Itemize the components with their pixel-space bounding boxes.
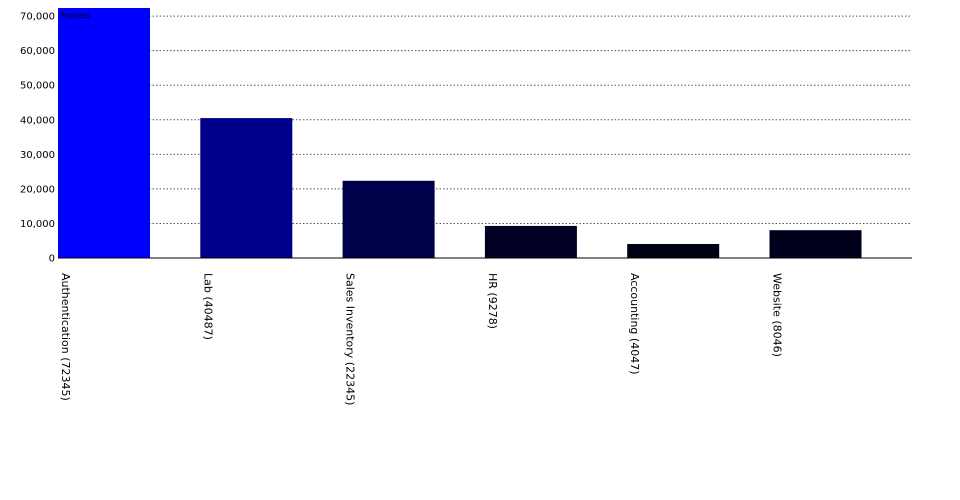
bar[interactable] [342, 180, 435, 258]
x-category-label: Website (8046) [771, 273, 784, 357]
bar[interactable] [200, 118, 293, 258]
x-category-labels: Authentication (72345) Lab (40487) Sales I… [59, 273, 784, 405]
bar[interactable] [627, 244, 720, 258]
x-category-label: Lab (40487) [201, 273, 214, 340]
x-category-label: HR (9278) [486, 273, 499, 329]
bar[interactable] [484, 225, 577, 258]
bar[interactable] [58, 8, 150, 258]
y-tick-label: 50,000 [20, 81, 55, 92]
grid-lines [58, 15, 912, 224]
legend-entry: Process [60, 11, 90, 20]
x-category-label: Authentication (72345) [59, 273, 72, 401]
y-tick-label: 10,000 [20, 219, 55, 230]
y-tick-label: 60,000 [20, 46, 55, 57]
y-tick-label: 40,000 [20, 115, 55, 126]
y-tick-label: 20,000 [20, 184, 55, 195]
x-category-label: Sales Inventory (22345) [344, 273, 357, 405]
y-tick-label: 30,000 [20, 150, 55, 161]
y-tick-label: 0 [49, 254, 55, 265]
bars [58, 8, 862, 258]
y-tick-labels: 0 10,000 20,000 30,000 40,000 50,000 60,000 70,… [20, 12, 55, 265]
bar[interactable] [769, 230, 862, 258]
x-category-label: Accounting (4047) [628, 273, 641, 375]
y-tick-label: 70,000 [20, 12, 55, 23]
